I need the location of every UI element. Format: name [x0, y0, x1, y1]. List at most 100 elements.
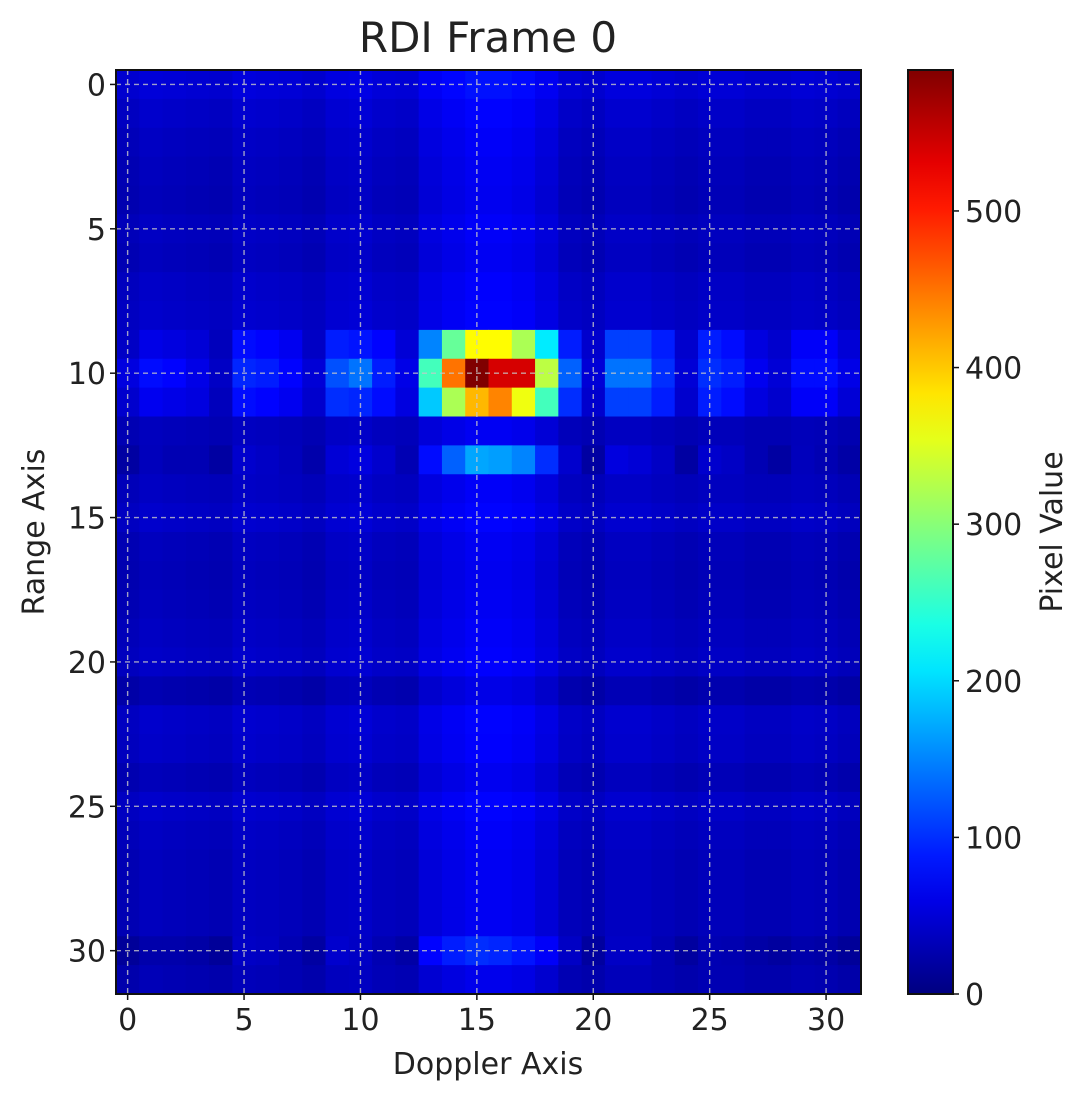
heatmap-cell [767, 272, 792, 302]
heatmap-cell [604, 532, 629, 562]
heatmap-cell [325, 301, 350, 331]
heatmap-cell [278, 272, 303, 302]
colorbar-tick-label: 200 [965, 665, 1022, 700]
heatmap-cell [837, 734, 862, 764]
heatmap-cell [604, 878, 629, 908]
heatmap-cell [255, 589, 280, 620]
heatmap-cell [488, 156, 513, 187]
heatmap-cell [651, 965, 676, 995]
heatmap-cell [604, 618, 629, 649]
heatmap-cell [302, 474, 327, 504]
heatmap-cell [465, 387, 490, 418]
heatmap-cell [255, 445, 280, 475]
heatmap-cell [209, 878, 234, 908]
heatmap-cell [302, 156, 327, 187]
heatmap-cell [325, 647, 350, 677]
heatmap-cell [791, 763, 816, 793]
heatmap-cell [441, 676, 466, 706]
heatmap-cell [418, 705, 443, 735]
heatmap-cell [698, 387, 722, 418]
heatmap-cell [744, 763, 769, 793]
heatmap-cell [744, 474, 769, 504]
heatmap-cell [628, 445, 653, 475]
heatmap-cell [604, 156, 629, 187]
heatmap-cell [837, 243, 862, 273]
x-tick-label: 15 [458, 1003, 496, 1038]
heatmap-cell [814, 532, 839, 562]
heatmap-cell [185, 820, 210, 851]
heatmap-cell [604, 936, 629, 966]
heatmap-cell [791, 416, 816, 446]
heatmap-cell [209, 734, 234, 764]
heatmap-cell [116, 387, 140, 418]
heatmap-cell [465, 532, 490, 562]
heatmap-cell [767, 676, 792, 706]
heatmap-cell [767, 445, 792, 475]
colorbar-tick-label: 400 [965, 352, 1022, 387]
heatmap-cell [721, 272, 746, 302]
heatmap-cell [185, 387, 210, 418]
heatmap-cell [465, 907, 490, 937]
heatmap-cell [837, 849, 862, 880]
heatmap-cell [372, 532, 396, 562]
heatmap-cell [651, 98, 676, 129]
heatmap-cell [418, 878, 443, 908]
heatmap-cell [511, 820, 536, 851]
heatmap-cell [604, 387, 629, 418]
heatmap-cell [418, 532, 443, 562]
heatmap-cell [721, 214, 746, 244]
heatmap-cell [535, 705, 559, 735]
heatmap-cell [209, 676, 234, 706]
heatmap-cell [372, 329, 396, 360]
heatmap-cell [535, 560, 559, 591]
heatmap-cell [814, 618, 839, 649]
heatmap-cell [488, 560, 513, 591]
heatmap-cell [139, 849, 164, 880]
heatmap-cell [651, 532, 676, 562]
heatmap-cell [767, 358, 792, 389]
heatmap-cell [162, 878, 187, 908]
heatmap-cell [651, 878, 676, 908]
heatmap-cell [372, 791, 396, 822]
colorbar-tick-label: 100 [965, 821, 1022, 856]
heatmap-cell [372, 214, 396, 244]
plot-frame [115, 69, 862, 995]
heatmap-cell [488, 820, 513, 851]
heatmap-cell [162, 560, 187, 591]
heatmap-cell [325, 127, 350, 158]
heatmap-cell [185, 272, 210, 302]
heatmap-cell [372, 301, 396, 331]
heatmap-cell [418, 647, 443, 677]
colorbar-tick-label: 300 [965, 508, 1022, 543]
heatmap-cell [535, 70, 559, 100]
heatmap-cell [604, 705, 629, 735]
heatmap-cell [278, 676, 303, 706]
heatmap-cell [139, 127, 164, 158]
heatmap-cell [395, 416, 420, 446]
heatmap-cell [372, 185, 396, 215]
heatmap-cell [209, 618, 234, 649]
heatmap-cell [674, 387, 699, 418]
heatmap-cell [278, 98, 303, 129]
heatmap-cell [558, 878, 583, 908]
heatmap-cell [209, 272, 234, 302]
heatmap-cell [209, 301, 234, 331]
heatmap-cell [744, 965, 769, 995]
heatmap-cell [674, 676, 699, 706]
heatmap-cell [372, 272, 396, 302]
heatmap-cell [255, 820, 280, 851]
heatmap-cell [325, 849, 350, 880]
heatmap-cell [744, 127, 769, 158]
heatmap-cell [395, 907, 420, 937]
heatmap-cell [325, 965, 350, 995]
heatmap-cell [325, 445, 350, 475]
heatmap-cell [278, 560, 303, 591]
heatmap-cell [185, 965, 210, 995]
heatmap-cell [139, 503, 164, 533]
heatmap-cell [721, 358, 746, 389]
heatmap-cell [628, 272, 653, 302]
heatmap-cell [628, 98, 653, 129]
heatmap-cell [418, 98, 443, 129]
heatmap-cell [558, 474, 583, 504]
heatmap-cell [558, 329, 583, 360]
